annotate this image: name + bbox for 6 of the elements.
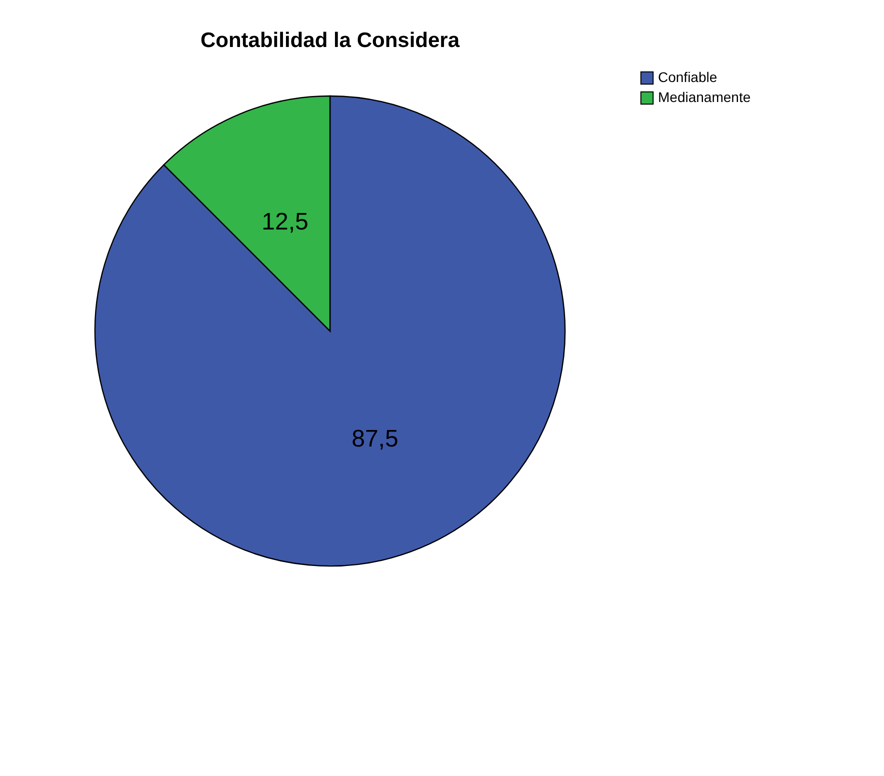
data-label: 87,5 [352, 426, 398, 453]
pie-slice [94, 95, 566, 566]
chart-title: Contabilidad la Considera [200, 29, 460, 52]
legend-label: Medianamente [658, 89, 751, 105]
legend-label: Confiable [658, 69, 718, 85]
data-label: 12,5 [262, 208, 308, 236]
